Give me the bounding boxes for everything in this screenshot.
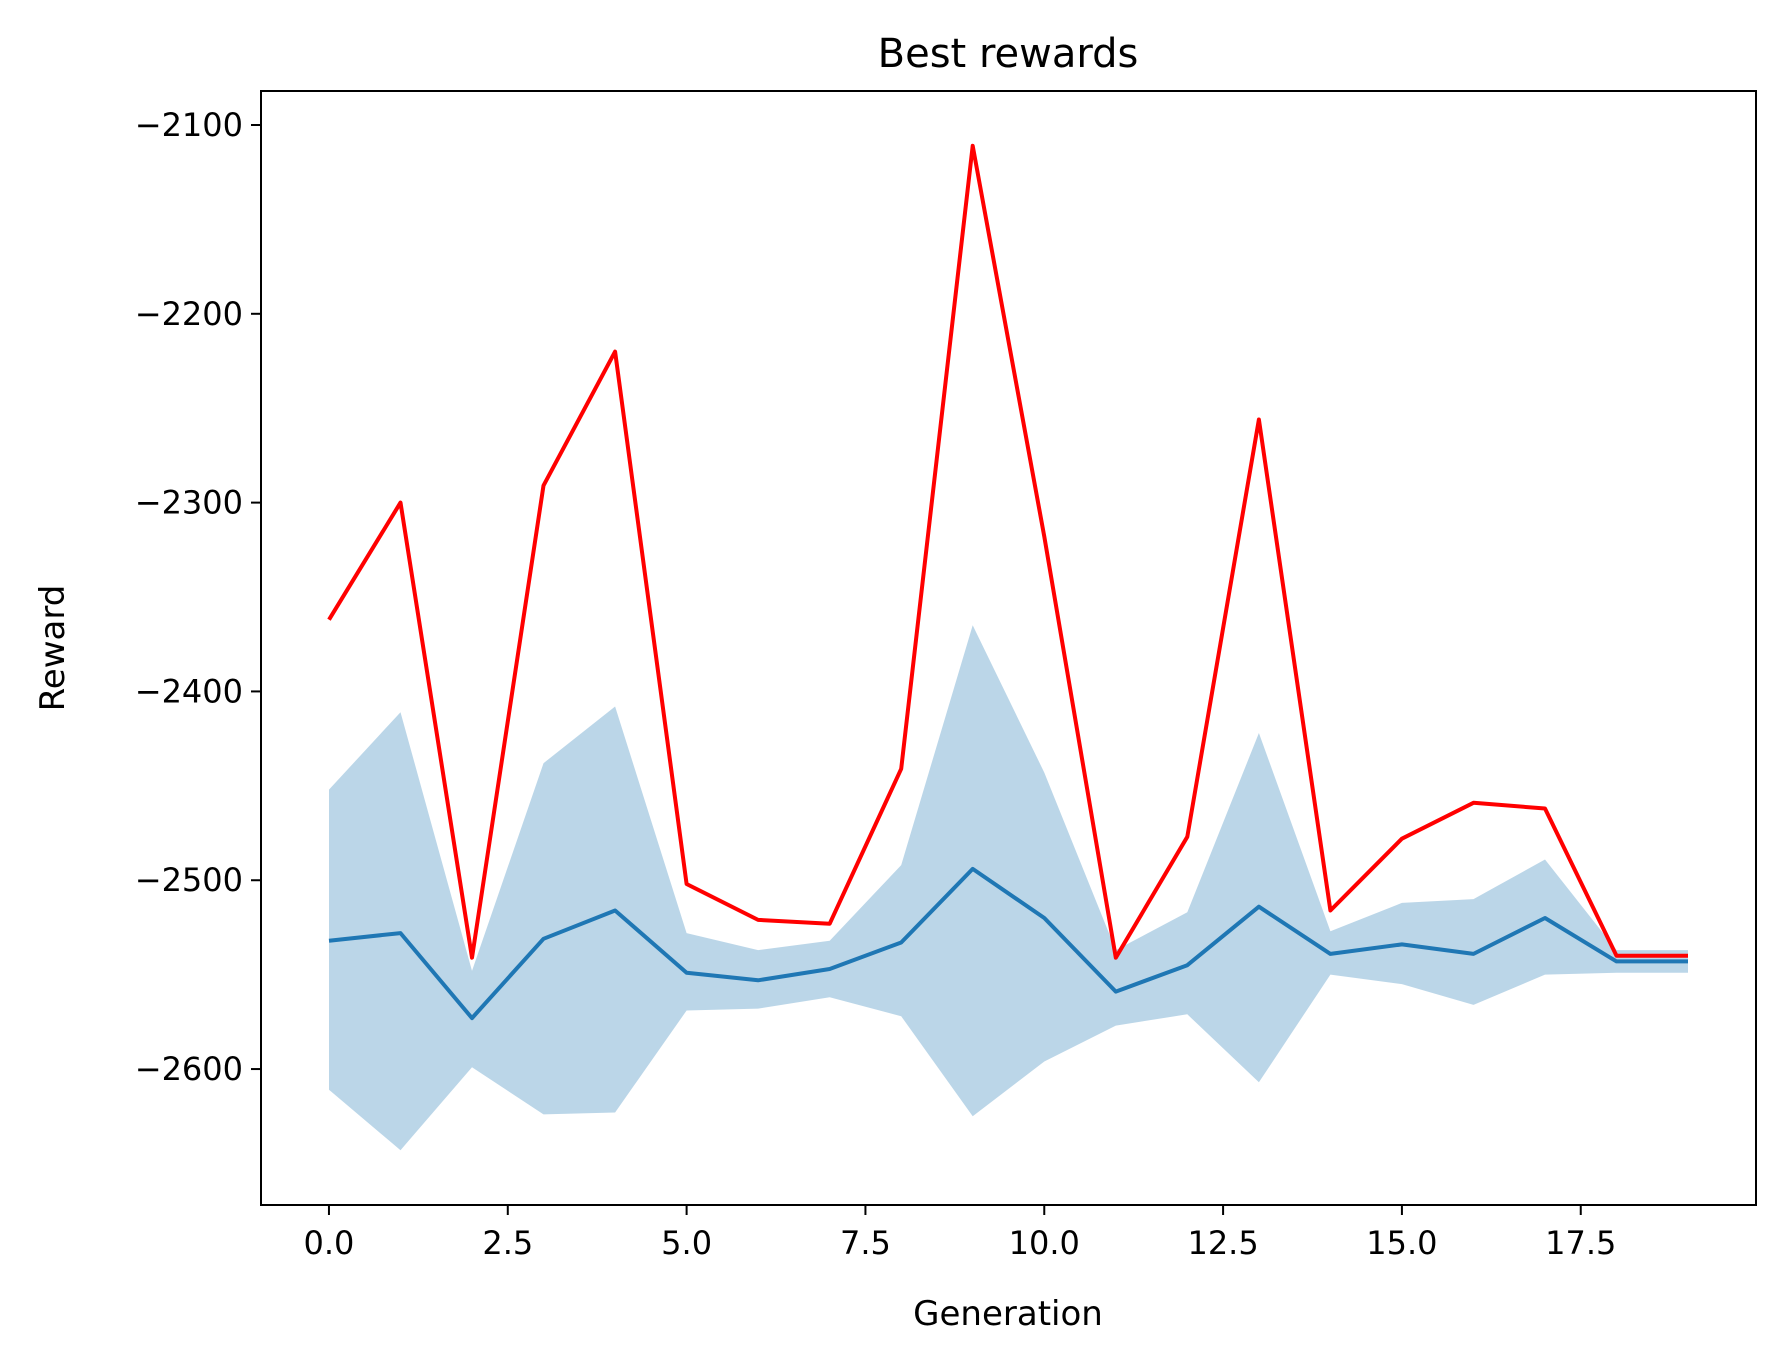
x-axis: 0.0 2.5 5.0 7.5 10.0 12.5 15.0 17.5 <box>304 1205 1616 1262</box>
x-tick-label: 17.5 <box>1545 1224 1616 1262</box>
y-tick-label: −2100 <box>135 106 243 144</box>
chart-title: Best rewards <box>878 31 1139 77</box>
x-axis-label: Generation <box>913 1294 1103 1334</box>
x-tick-label: 10.0 <box>1009 1224 1080 1262</box>
series-line-1 <box>327 143 1688 960</box>
y-tick-label: −2600 <box>135 1050 243 1088</box>
y-tick-label: −2200 <box>135 295 243 333</box>
x-tick-label: 5.0 <box>661 1224 712 1262</box>
plot-frame <box>260 90 1757 1206</box>
x-tick-label: 12.5 <box>1187 1224 1258 1262</box>
x-tick-label: 7.5 <box>840 1224 891 1262</box>
y-axis-label: Reward <box>33 585 73 712</box>
x-tick-label: 0.0 <box>304 1224 355 1262</box>
y-tick-label: −2400 <box>135 672 243 710</box>
series-band <box>329 625 1688 1151</box>
y-tick-label: −2300 <box>135 484 243 522</box>
y-axis: −2600 −2500 −2400 −2300 −2200 −2100 <box>135 106 261 1088</box>
x-tick-label: 15.0 <box>1366 1224 1437 1262</box>
series-layer <box>327 143 1688 1151</box>
series-line-2 <box>328 866 1688 1021</box>
y-tick-label: −2500 <box>135 861 243 899</box>
x-tick-label: 2.5 <box>482 1224 533 1262</box>
